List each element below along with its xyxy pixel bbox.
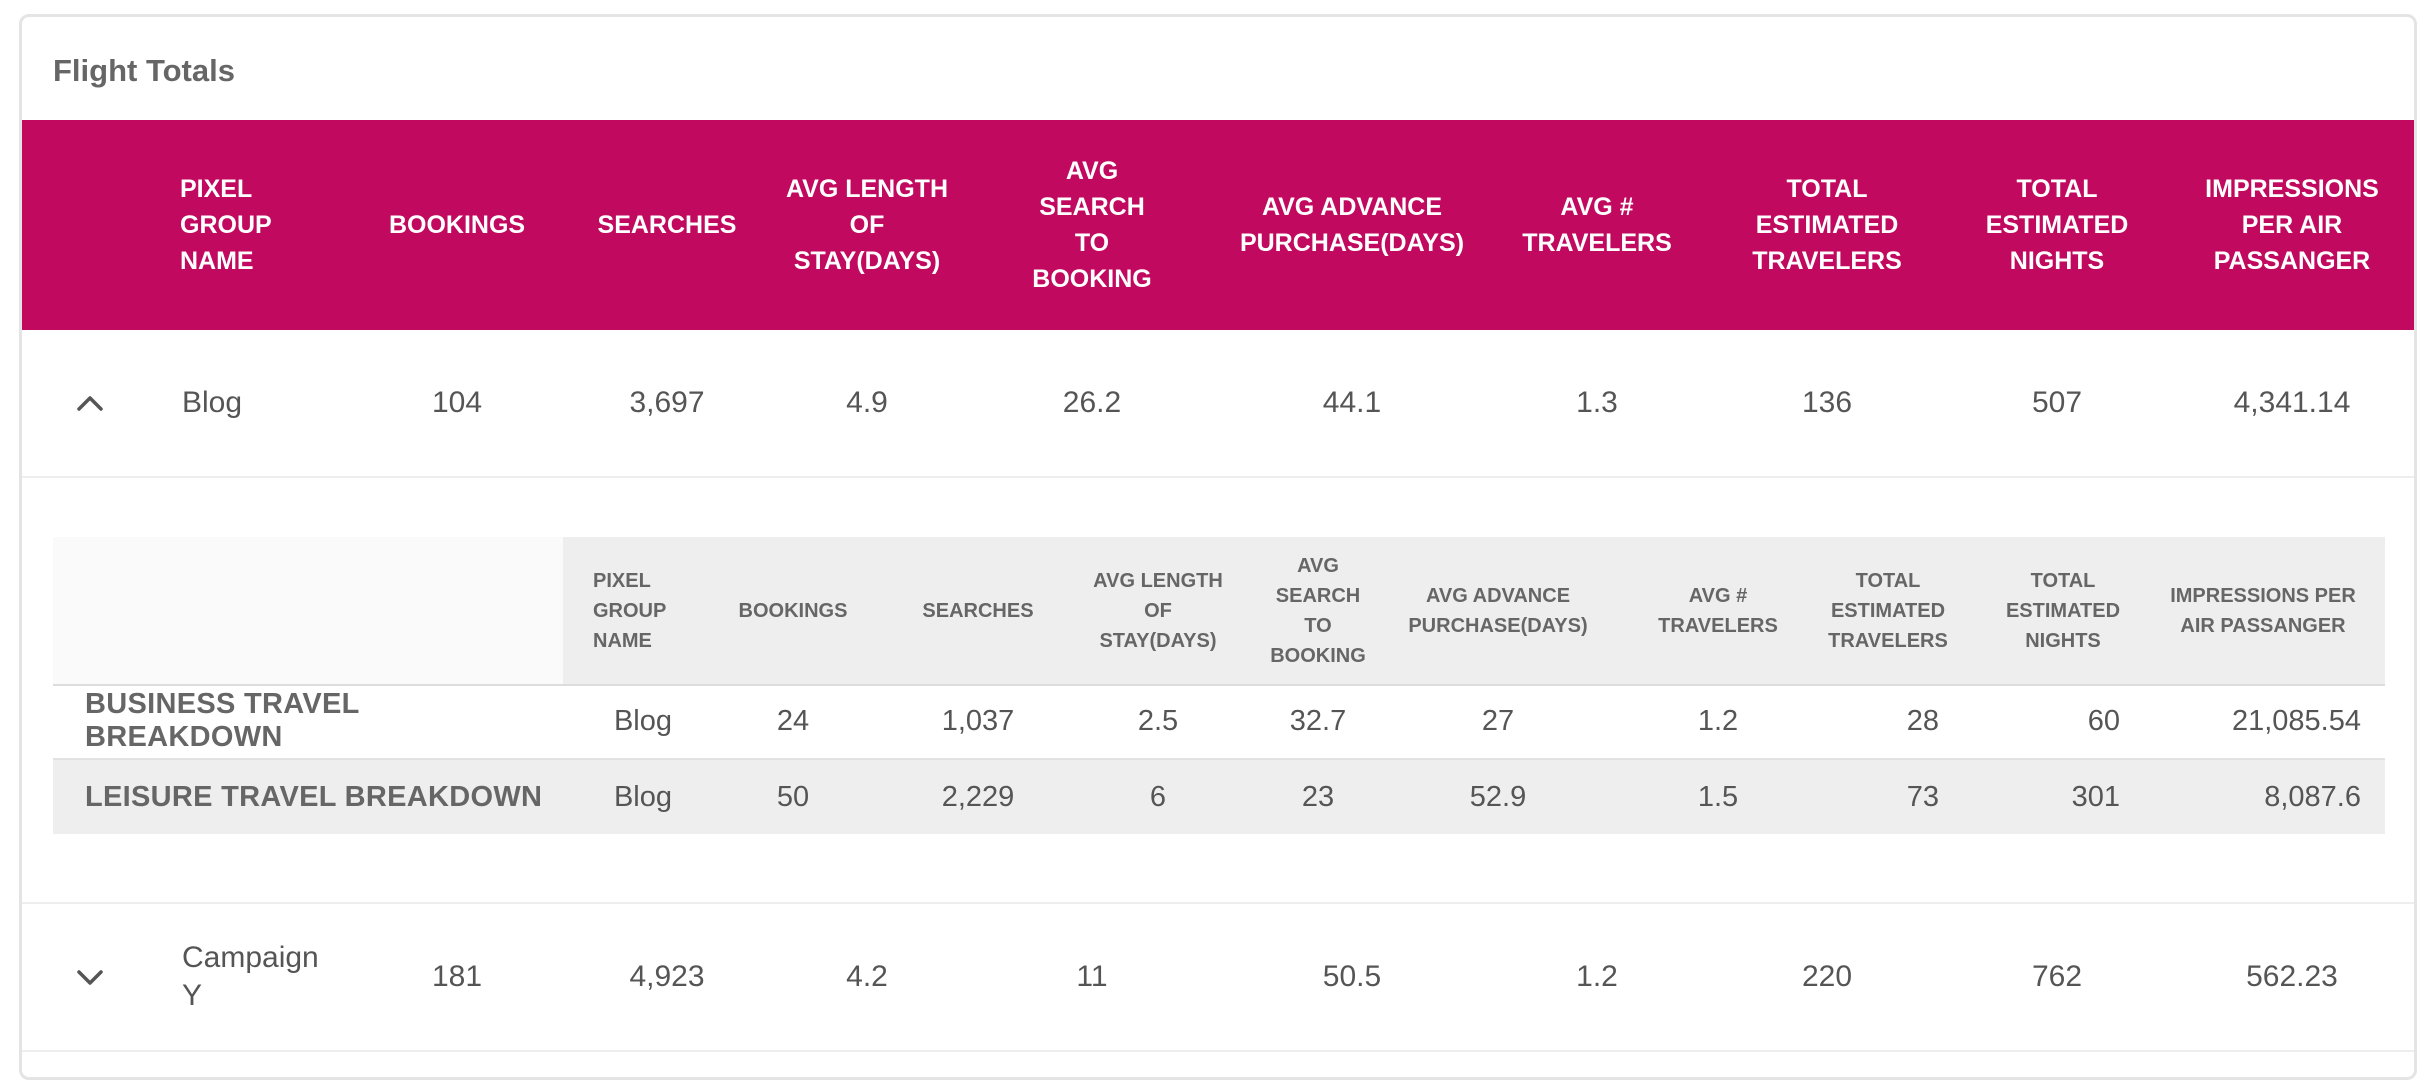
- chevron-down-icon[interactable]: [70, 904, 110, 1050]
- cell-total-estimated-nights: 507: [2031, 386, 2083, 419]
- card-title: Flight Totals: [53, 53, 235, 88]
- col-header-total-estimated-travelers[interactable]: TOTAL ESTIMATED TRAVELERS: [1752, 175, 1902, 275]
- cell-total-estimated-nights: 762: [2031, 960, 2083, 993]
- breakdown-cell-searches: 1,037: [941, 704, 1015, 737]
- breakdown-cell-avg-advance-purchase: 27: [1481, 704, 1515, 737]
- sub-col-header-total-estimated-nights[interactable]: TOTAL ESTIMATED NIGHTS: [2005, 569, 2121, 652]
- cell-avg-length-of-stay: 4.9: [846, 386, 888, 419]
- cell-avg-travelers: 1.2: [1576, 960, 1618, 993]
- col-header-avg-length-of-stay[interactable]: AVG LENGTH OF STAY(DAYS): [785, 175, 949, 275]
- main-table-header: PIXEL GROUP NAME BOOKINGS SEARCHES AVG L…: [22, 120, 2414, 330]
- cell-avg-advance-purchase: 50.5: [1322, 960, 1382, 993]
- breakdown-row-business: BUSINESS TRAVEL BREAKDOWN Blog 24 1,037 …: [53, 684, 2385, 760]
- breakdown-cell-avg-advance-purchase: 52.9: [1469, 780, 1527, 813]
- col-header-total-estimated-nights[interactable]: TOTAL ESTIMATED NIGHTS: [1985, 175, 2129, 275]
- breakdown-cell-avg-length-of-stay: 2.5: [1137, 704, 1179, 737]
- cell-total-estimated-travelers: 220: [1801, 960, 1853, 993]
- breakdown-cell-total-estimated-travelers: 73: [1906, 780, 1939, 813]
- cell-avg-advance-purchase: 44.1: [1322, 386, 1382, 419]
- cell-bookings: 104: [431, 386, 483, 419]
- breakdown-cell-total-estimated-nights: 60: [2087, 704, 2120, 737]
- cell-total-estimated-travelers: 136: [1801, 386, 1853, 419]
- flight-totals-card: Flight Totals PIXEL GROUP NAME BOOKINGS …: [19, 14, 2417, 1080]
- col-header-avg-advance-purchase[interactable]: AVG ADVANCE PURCHASE(DAYS): [1239, 193, 1465, 257]
- col-header-avg-search-to-booking[interactable]: AVG SEARCH TO BOOKING: [1032, 157, 1152, 293]
- cell-searches: 3,697: [629, 386, 705, 419]
- table-row[interactable]: Campaign Y 181 4,923 4.2 11 50.5 1.2 220…: [22, 904, 2414, 1052]
- chevron-up-icon[interactable]: [70, 330, 110, 476]
- cell-impressions-per-air-passanger: 4,341.14: [2233, 386, 2351, 419]
- cell-impressions-per-air-passanger: 562.23: [2246, 960, 2338, 993]
- col-header-impressions-per-air-passanger[interactable]: IMPRESSIONS PER AIR PASSANGER: [2205, 175, 2379, 275]
- cell-pixel-group-name: Blog: [182, 386, 243, 419]
- col-header-bookings[interactable]: BOOKINGS: [388, 211, 526, 239]
- sub-col-header-avg-travelers[interactable]: AVG # TRAVELERS: [1658, 584, 1778, 637]
- col-header-pixel-group-name[interactable]: PIXEL GROUP NAME: [180, 175, 272, 275]
- sub-col-header-total-estimated-travelers[interactable]: TOTAL ESTIMATED TRAVELERS: [1828, 569, 1948, 652]
- sub-col-header-avg-length-of-stay[interactable]: AVG LENGTH OF STAY(DAYS): [1093, 569, 1223, 652]
- breakdown-row-leisure: LEISURE TRAVEL BREAKDOWN Blog 50 2,229 6…: [53, 760, 2385, 834]
- sub-col-header-avg-advance-purchase[interactable]: AVG ADVANCE PURCHASE(DAYS): [1408, 584, 1588, 637]
- breakdown-cell-pixel-group-name: Blog: [613, 780, 673, 813]
- sub-col-header-pixel-group-name[interactable]: PIXEL GROUP NAME: [593, 569, 666, 652]
- sub-col-header-avg-search-to-booking[interactable]: AVG SEARCH TO BOOKING: [1270, 554, 1366, 667]
- sub-col-header-impressions-per-air-passanger[interactable]: IMPRESSIONS PER AIR PASSANGER: [2170, 584, 2356, 637]
- breakdown-cell-avg-search-to-booking: 32.7: [1289, 704, 1347, 737]
- cell-bookings: 181: [431, 960, 483, 993]
- breakdown-cell-bookings: 50: [776, 780, 810, 813]
- breakdown-row-label: BUSINESS TRAVEL BREAKDOWN: [85, 688, 360, 753]
- breakdown-cell-avg-travelers: 1.5: [1697, 780, 1739, 813]
- sub-col-header-searches[interactable]: SEARCHES: [922, 599, 1034, 622]
- breakdown-cell-impressions-per-air-passanger: 8,087.6: [2264, 780, 2361, 813]
- col-header-searches[interactable]: SEARCHES: [597, 211, 737, 239]
- breakdown-table-header: PIXEL GROUP NAME BOOKINGS SEARCHES AVG L…: [53, 537, 2385, 686]
- cell-searches: 4,923: [629, 960, 705, 993]
- cell-avg-length-of-stay: 4.2: [846, 960, 888, 993]
- row-divider: [22, 902, 2414, 904]
- breakdown-cell-bookings: 24: [776, 704, 810, 737]
- cell-avg-search-to-booking: 11: [1076, 960, 1108, 993]
- breakdown-table: PIXEL GROUP NAME BOOKINGS SEARCHES AVG L…: [53, 537, 2385, 834]
- cell-avg-travelers: 1.3: [1576, 386, 1618, 419]
- breakdown-cell-avg-search-to-booking: 23: [1301, 780, 1335, 813]
- breakdown-row-label: LEISURE TRAVEL BREAKDOWN: [85, 780, 543, 813]
- table-row[interactable]: Blog 104 3,697 4.9 26.2 44.1 1.3 136 507…: [22, 330, 2414, 478]
- cell-pixel-group-name: Campaign Y: [182, 941, 319, 1012]
- breakdown-cell-searches: 2,229: [941, 780, 1015, 813]
- breakdown-cell-impressions-per-air-passanger: 21,085.54: [2231, 704, 2361, 737]
- breakdown-cell-total-estimated-nights: 301: [2071, 780, 2120, 813]
- breakdown-cell-avg-travelers: 1.2: [1697, 704, 1739, 737]
- col-header-avg-travelers[interactable]: AVG # TRAVELERS: [1522, 193, 1672, 257]
- breakdown-cell-total-estimated-travelers: 28: [1906, 704, 1939, 737]
- cell-avg-search-to-booking: 26.2: [1062, 386, 1122, 419]
- sub-col-header-bookings[interactable]: BOOKINGS: [738, 599, 848, 622]
- breakdown-cell-pixel-group-name: Blog: [613, 704, 673, 737]
- breakdown-cell-avg-length-of-stay: 6: [1149, 780, 1167, 813]
